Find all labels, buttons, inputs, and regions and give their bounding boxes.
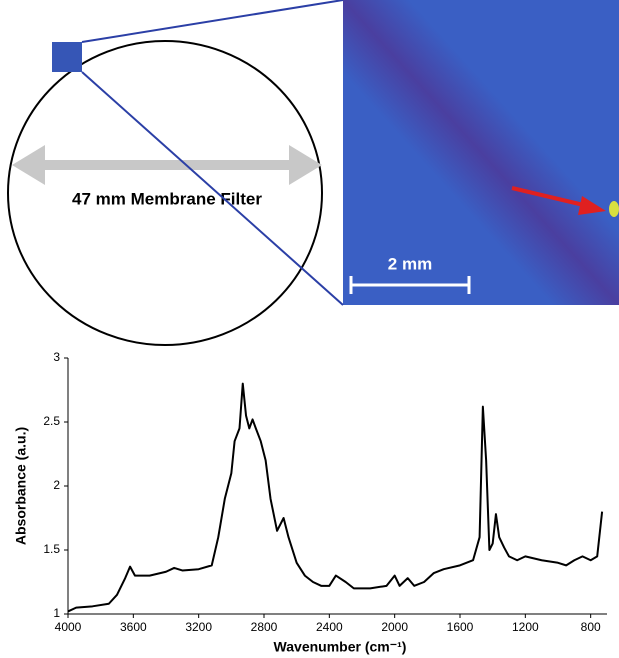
scale-label: 2 mm: [388, 254, 432, 273]
x-tick-label: 1200: [512, 620, 539, 634]
x-axis-title: Wavenumber (cm⁻¹): [274, 639, 407, 655]
sample-square: [52, 42, 82, 72]
zoom-line: [81, 71, 344, 306]
y-tick-label: 3: [53, 350, 60, 364]
arrow-head: [289, 145, 322, 185]
y-tick-label: 1.5: [43, 542, 60, 556]
x-tick-label: 2800: [251, 620, 278, 634]
particle: [609, 201, 619, 217]
x-tick-label: 1600: [447, 620, 474, 634]
x-tick-label: 3200: [185, 620, 212, 634]
x-tick-label: 800: [581, 620, 601, 634]
spectrum-line: [67, 382, 604, 613]
x-tick-label: 4000: [55, 620, 82, 634]
filter-circle: [7, 40, 323, 346]
x-tick-label: 2000: [381, 620, 408, 634]
micrograph: [343, 0, 619, 305]
zoom-line: [81, 0, 344, 43]
red-arrow: [511, 186, 593, 209]
y-axis-title: Absorbance (a.u.): [13, 427, 29, 545]
arrow-head: [12, 145, 45, 185]
y-tick-label: 2: [53, 478, 60, 492]
x-tick-label: 2400: [316, 620, 343, 634]
red-arrow-head: [578, 196, 606, 215]
x-tick-label: 3600: [120, 620, 147, 634]
y-tick-label: 1: [53, 606, 60, 620]
y-tick-label: 2.5: [43, 414, 60, 428]
filter-label: 47 mm Membrane Filter: [72, 189, 262, 208]
